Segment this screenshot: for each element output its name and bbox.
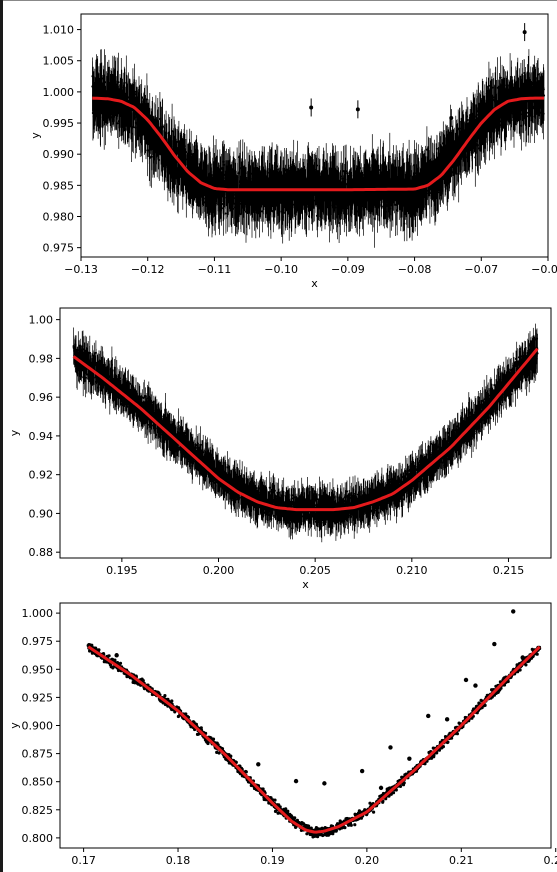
outlier-point xyxy=(449,109,454,128)
y-axis-label: y xyxy=(8,429,21,436)
y-tick-label: 0.96 xyxy=(29,391,54,404)
y-tick-label: 0.900 xyxy=(22,720,54,733)
y-tick-label: 0.990 xyxy=(43,148,75,161)
y-tick-label: 0.925 xyxy=(22,691,54,704)
x-tick-label: 0.17 xyxy=(71,854,96,867)
y-tick-label: 0.800 xyxy=(22,832,54,845)
x-tick-label: 0.21 xyxy=(449,854,474,867)
outlier-point xyxy=(520,655,525,660)
y-tick-label: 0.88 xyxy=(29,546,54,559)
outlier-point xyxy=(293,778,299,784)
outlier-point xyxy=(522,23,527,42)
y-tick-label: 0.995 xyxy=(43,117,75,130)
y-tick-label: 0.875 xyxy=(22,748,54,761)
outlier-point xyxy=(309,98,314,117)
x-tick-label: −0.13 xyxy=(64,263,98,276)
x-tick-label: 0.205 xyxy=(299,564,331,577)
outlier-point xyxy=(359,768,365,774)
outlier-point xyxy=(473,683,478,688)
y-tick-label: 0.825 xyxy=(22,804,54,817)
axes-frame xyxy=(59,307,552,559)
y-axis-label: y xyxy=(29,132,42,139)
outlier-point xyxy=(114,653,119,658)
series-1-points xyxy=(91,69,546,225)
x-axis-label: x xyxy=(302,578,309,591)
y-tick-label: 1.000 xyxy=(43,86,75,99)
outlier-point xyxy=(426,713,431,719)
x-tick-label: −0.10 xyxy=(264,263,298,276)
outlier-point xyxy=(322,781,327,786)
x-tick-label: 0.195 xyxy=(106,564,138,577)
axes-frame xyxy=(59,602,552,849)
chart-2: 0.195 0.200 0.205 0.210 0.215 0.88 0.90 0.92 0.9… xyxy=(8,307,552,591)
model-curve xyxy=(92,96,544,192)
chart-3: 0.17 0.18 0.19 0.20 0.21 0.22 0.800 0.825 0.850 0… xyxy=(8,602,557,872)
model-curve xyxy=(72,347,539,512)
outlier-point xyxy=(444,717,450,722)
y-tick-label: 0.94 xyxy=(29,430,54,443)
outlier-point xyxy=(492,641,497,647)
outlier-point xyxy=(469,106,474,125)
y-tick-label: 0.950 xyxy=(22,663,54,676)
outlier-point xyxy=(511,609,516,614)
outlier-point xyxy=(256,762,261,767)
x-tick-label: −0.11 xyxy=(198,263,232,276)
series-1-points xyxy=(86,643,542,839)
x-tick-label: −0.06 xyxy=(531,263,557,276)
y-tick-label: 0.975 xyxy=(22,635,54,648)
y-tick-label: 0.98 xyxy=(29,352,54,365)
plot-area-1 xyxy=(91,23,546,248)
x-tick-label: −0.12 xyxy=(131,263,165,276)
y-tick-label: 1.000 xyxy=(22,607,54,620)
outlier-point xyxy=(407,756,412,761)
model-curve xyxy=(87,645,541,834)
outlier-point xyxy=(463,677,469,683)
chart-1: −0.13 −0.12 −0.11 −0.10 −0.09 −0.08 −0.07 −0.06… xyxy=(29,13,557,290)
outlier-point xyxy=(378,785,384,791)
axes-frame xyxy=(80,13,549,258)
x-tick-label: 0.20 xyxy=(355,854,380,867)
y-tick-label: 0.92 xyxy=(29,469,54,482)
x-tick-label: 0.18 xyxy=(166,854,191,867)
series-1-points xyxy=(72,337,539,530)
x-tick-label: −0.08 xyxy=(398,263,432,276)
x-tick-label: 0.200 xyxy=(203,564,235,577)
x-tick-label: 0.22 xyxy=(543,854,557,867)
y-tick-label: 0.985 xyxy=(43,179,75,192)
x-axis-label: x xyxy=(302,868,309,872)
y-tick-label: 1.00 xyxy=(29,314,54,327)
x-tick-label: 0.19 xyxy=(260,854,285,867)
plot-area-2 xyxy=(72,323,539,543)
outlier-point xyxy=(388,745,393,750)
x-tick-label: 0.210 xyxy=(396,564,428,577)
x-tick-label: −0.07 xyxy=(464,263,498,276)
window-left-border xyxy=(0,0,3,872)
plot-area-3 xyxy=(86,609,542,839)
x-tick-label: 0.215 xyxy=(493,564,525,577)
outlier-point xyxy=(355,100,360,119)
y-tick-label: 0.850 xyxy=(22,776,54,789)
y-axis-label: y xyxy=(8,722,21,729)
y-tick-label: 1.005 xyxy=(43,55,75,68)
y-tick-label: 0.980 xyxy=(43,211,75,224)
x-tick-label: −0.09 xyxy=(331,263,365,276)
y-tick-label: 1.010 xyxy=(43,24,75,37)
y-tick-label: 0.975 xyxy=(43,242,75,255)
y-tick-label: 0.90 xyxy=(29,507,54,520)
x-axis-label: x xyxy=(311,277,318,290)
